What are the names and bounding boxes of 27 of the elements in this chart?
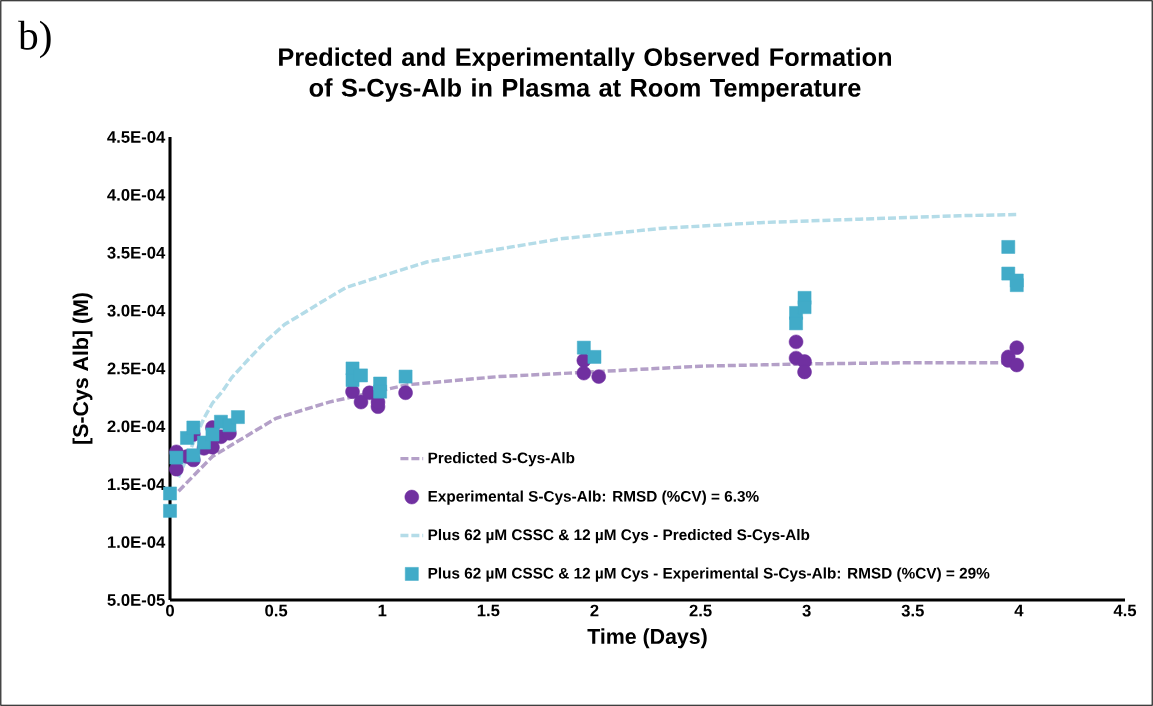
y-tick-label: 1.0E-04 <box>107 536 166 549</box>
x-tick-label: 2.5 <box>689 604 712 617</box>
y-tick-label: 2.0E-04 <box>107 420 166 433</box>
legend-label: Plus 62 µM CSSC & 12 µM Cys - Predicted S-Cys-Alb <box>428 528 810 544</box>
text: b) <box>18 20 51 59</box>
y-tick-label: 4.5E-04 <box>107 131 166 143</box>
y-tick-label: 2.5E-04 <box>107 362 166 375</box>
y-tick-label: 1.5E-04 <box>107 478 166 491</box>
x-tick-label: 4 <box>1014 604 1024 617</box>
x-tick-label: 1.5 <box>477 604 500 617</box>
y-tick-label: 3.0E-04 <box>107 304 166 317</box>
legend-label: Plus 62 µM CSSC & 12 µM Cys - Experimental S-Cys-Alb: RMSD (%CV) = 29% <box>428 567 990 582</box>
x-tick-label: 3.5 <box>901 604 924 617</box>
chart-title: Predicted and Experimentally Observed Formation of S-Cys-Alb in Plasma at Room Temperature <box>279 47 892 102</box>
y-tick-label: 3.5E-04 <box>107 246 166 259</box>
x-tick-label: 2 <box>590 604 599 617</box>
x-tick-label: 1 <box>378 604 387 617</box>
legend-label: Experimental S-Cys-Alb: RMSD (%CV) = 6.3% <box>428 490 759 505</box>
x-tick-label: 0 <box>166 604 174 617</box>
x-axis-title: Time (Days) <box>587 628 707 649</box>
legend-label: Predicted S-Cys-Alb <box>428 452 575 467</box>
y-tick-label: 5.0E-05 <box>107 594 165 606</box>
x-tick-label: 3 <box>802 604 811 617</box>
x-tick-label: 4.5 <box>1113 604 1137 617</box>
y-tick-label: 4.0E-04 <box>107 188 166 201</box>
y-axis-title: [S-Cys Alb] (M) <box>72 293 93 444</box>
x-tick-label: 0.5 <box>265 604 288 617</box>
